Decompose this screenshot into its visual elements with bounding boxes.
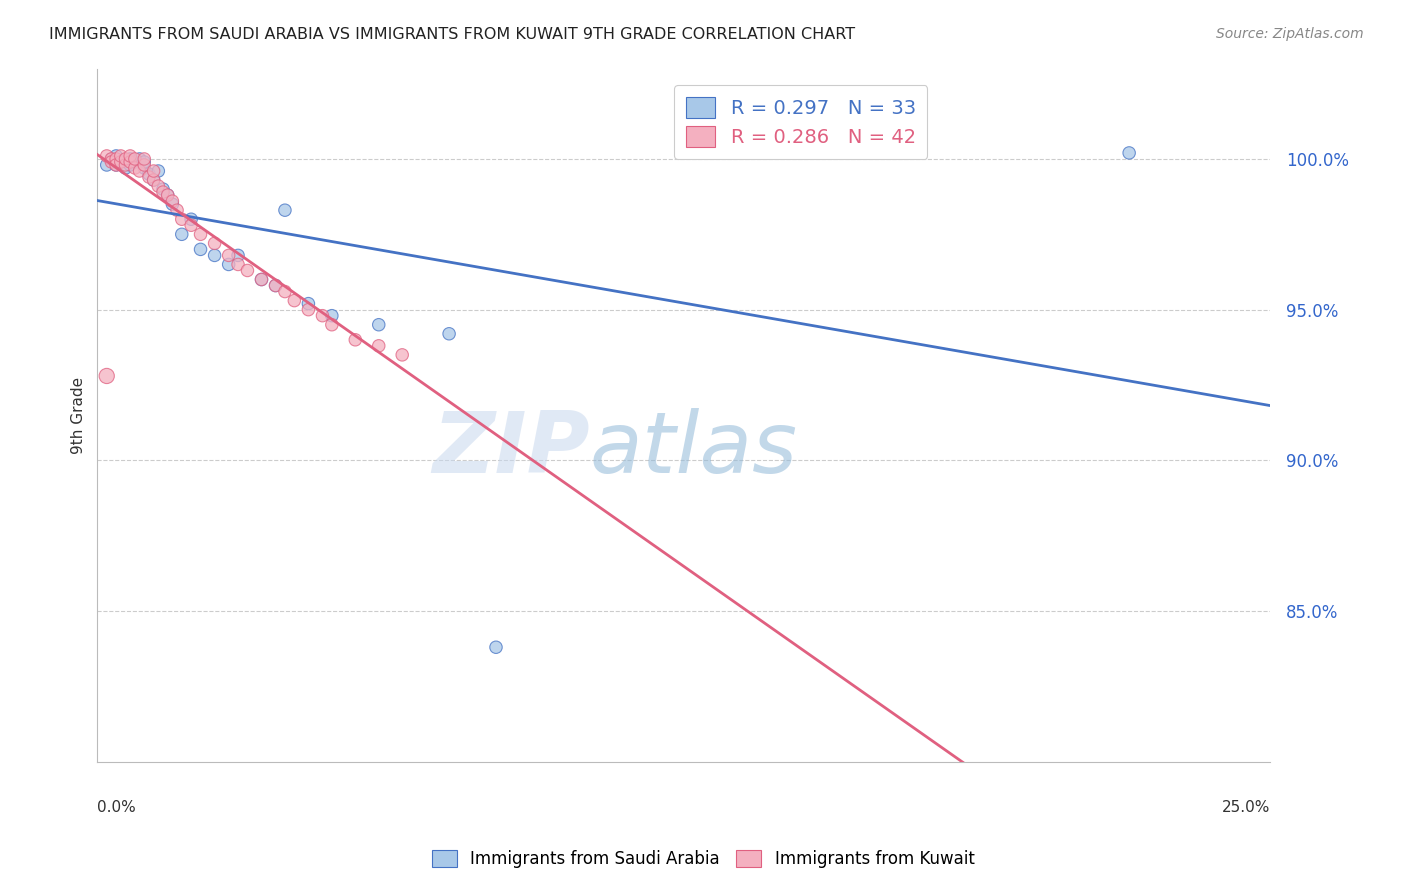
- Point: [138, 167, 160, 181]
- Point: [226, 257, 249, 271]
- Point: [250, 272, 273, 286]
- Point: [274, 203, 297, 218]
- Point: [344, 333, 367, 347]
- Point: [120, 152, 142, 166]
- Point: [1118, 145, 1140, 160]
- Point: [156, 188, 179, 202]
- Point: [162, 197, 184, 211]
- Point: [250, 272, 273, 286]
- Point: [218, 248, 240, 262]
- Point: [100, 152, 122, 166]
- Point: [96, 158, 118, 172]
- Point: [128, 164, 150, 178]
- Text: IMMIGRANTS FROM SAUDI ARABIA VS IMMIGRANTS FROM KUWAIT 9TH GRADE CORRELATION CHA: IMMIGRANTS FROM SAUDI ARABIA VS IMMIGRAN…: [49, 27, 855, 42]
- Legend: Immigrants from Saudi Arabia, Immigrants from Kuwait: Immigrants from Saudi Arabia, Immigrants…: [425, 843, 981, 875]
- Point: [96, 149, 118, 163]
- Point: [162, 194, 184, 208]
- Point: [124, 152, 146, 166]
- Point: [105, 158, 128, 172]
- Point: [274, 285, 297, 299]
- Point: [110, 149, 132, 163]
- Point: [297, 296, 319, 310]
- Text: ZIP: ZIP: [432, 409, 589, 491]
- Point: [190, 243, 212, 257]
- Point: [485, 640, 508, 655]
- Point: [100, 155, 122, 169]
- Point: [120, 149, 142, 163]
- Point: [114, 161, 136, 175]
- Point: [321, 309, 343, 323]
- Point: [100, 152, 122, 166]
- Point: [156, 188, 179, 202]
- Point: [283, 293, 305, 308]
- Y-axis label: 9th Grade: 9th Grade: [72, 376, 86, 454]
- Point: [110, 155, 132, 169]
- Text: Source: ZipAtlas.com: Source: ZipAtlas.com: [1216, 27, 1364, 41]
- Point: [148, 164, 170, 178]
- Text: 0.0%: 0.0%: [97, 800, 136, 815]
- Point: [120, 158, 142, 172]
- Point: [124, 161, 146, 175]
- Point: [124, 155, 146, 169]
- Point: [134, 161, 156, 175]
- Point: [96, 368, 118, 383]
- Point: [128, 152, 150, 166]
- Point: [321, 318, 343, 332]
- Text: atlas: atlas: [589, 409, 797, 491]
- Point: [391, 348, 413, 362]
- Point: [297, 302, 319, 317]
- Point: [152, 185, 174, 199]
- Point: [105, 158, 128, 172]
- Point: [226, 248, 249, 262]
- Point: [236, 263, 259, 277]
- Point: [152, 182, 174, 196]
- Point: [367, 339, 389, 353]
- Point: [142, 164, 165, 178]
- Point: [148, 179, 170, 194]
- Point: [264, 278, 287, 293]
- Point: [105, 149, 128, 163]
- Point: [134, 152, 156, 166]
- Point: [110, 155, 132, 169]
- Point: [264, 278, 287, 293]
- Point: [180, 219, 202, 233]
- Point: [170, 227, 193, 242]
- Point: [120, 155, 142, 169]
- Point: [170, 212, 193, 227]
- Point: [134, 158, 156, 172]
- Point: [367, 318, 389, 332]
- Point: [437, 326, 460, 341]
- Legend: R = 0.297   N = 33, R = 0.286   N = 42: R = 0.297 N = 33, R = 0.286 N = 42: [675, 85, 928, 159]
- Point: [142, 173, 165, 187]
- Point: [134, 155, 156, 169]
- Point: [114, 158, 136, 172]
- Text: 25.0%: 25.0%: [1222, 800, 1270, 815]
- Point: [218, 257, 240, 271]
- Point: [311, 309, 333, 323]
- Point: [204, 248, 226, 262]
- Point: [204, 236, 226, 251]
- Point: [166, 203, 188, 218]
- Point: [180, 212, 202, 227]
- Point: [190, 227, 212, 242]
- Point: [105, 152, 128, 166]
- Point: [138, 169, 160, 184]
- Point: [142, 173, 165, 187]
- Point: [114, 152, 136, 166]
